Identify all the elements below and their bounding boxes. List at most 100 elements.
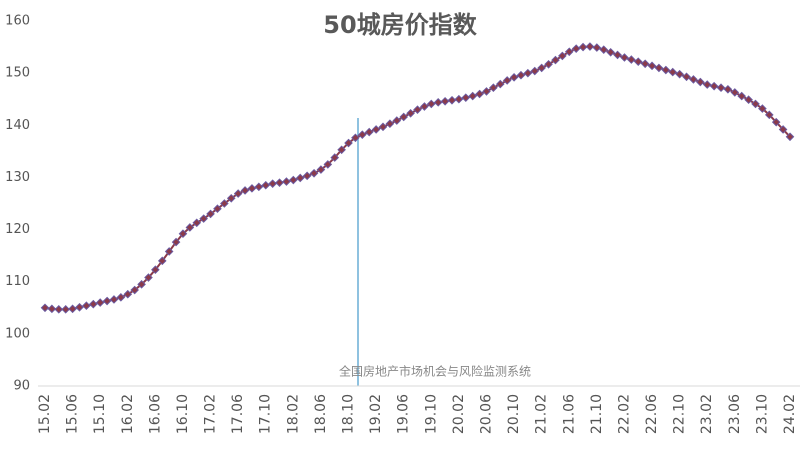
- y-tick-label: 140: [5, 118, 30, 133]
- point: [309, 168, 319, 178]
- point: [578, 42, 588, 52]
- point: [654, 63, 664, 73]
- point: [151, 265, 160, 275]
- x-tick-label: 19.10: [423, 394, 439, 434]
- x-tick-label: 15.10: [92, 394, 108, 434]
- point: [75, 302, 84, 312]
- point: [785, 132, 795, 142]
- y-tick-label: 90: [13, 379, 30, 394]
- point: [537, 63, 546, 73]
- point: [295, 173, 305, 183]
- point: [468, 91, 477, 101]
- point: [682, 72, 691, 82]
- point: [633, 57, 643, 66]
- point: [206, 209, 215, 219]
- y-tick-label: 130: [5, 170, 30, 185]
- chart-title: 50城房价指数: [323, 11, 477, 39]
- y-tick-label: 110: [5, 274, 30, 289]
- point: [751, 99, 760, 109]
- x-tick-label: 16.06: [147, 394, 163, 434]
- point: [737, 91, 747, 101]
- x-tick-label: 20.10: [506, 394, 522, 434]
- x-tick-label: 15.02: [37, 394, 53, 434]
- point: [440, 96, 450, 106]
- point: [523, 68, 533, 78]
- point: [689, 75, 698, 84]
- point: [371, 125, 381, 134]
- point: [164, 247, 174, 256]
- point: [240, 186, 250, 195]
- point: [716, 83, 726, 93]
- point: [178, 229, 188, 239]
- x-tick-label: 23.10: [754, 394, 770, 434]
- point: [696, 77, 705, 87]
- point: [564, 47, 574, 57]
- point: [475, 89, 484, 99]
- point: [399, 112, 409, 122]
- point: [675, 69, 684, 79]
- point: [661, 65, 671, 75]
- y-tick-label: 150: [5, 66, 30, 81]
- x-tick-label: 24.02: [782, 394, 798, 434]
- point: [571, 44, 581, 53]
- point: [447, 95, 457, 105]
- point: [302, 171, 312, 181]
- x-tick-label: 17.02: [203, 394, 219, 434]
- point: [226, 193, 236, 203]
- point: [199, 214, 208, 223]
- point: [123, 289, 133, 299]
- point: [585, 42, 595, 51]
- point: [744, 95, 753, 105]
- point: [316, 165, 326, 174]
- point: [171, 237, 181, 247]
- point: [509, 73, 519, 82]
- point: [758, 104, 767, 113]
- point: [530, 66, 540, 76]
- x-tick-label: 22.02: [616, 394, 632, 434]
- x-tick-label: 23.06: [727, 394, 743, 434]
- point: [413, 105, 422, 114]
- point: [351, 133, 360, 143]
- point: [40, 303, 50, 313]
- point: [461, 93, 471, 102]
- point: [68, 304, 77, 314]
- point: [61, 305, 71, 314]
- point: [647, 61, 657, 71]
- watermark: 全国房地产市场机会与风险监测系统: [339, 364, 531, 379]
- point: [88, 299, 98, 309]
- point: [482, 87, 491, 96]
- point: [551, 55, 560, 65]
- point: [247, 184, 257, 193]
- point: [558, 51, 567, 61]
- point: [392, 116, 402, 125]
- point: [702, 80, 712, 89]
- point: [109, 295, 119, 304]
- point: [144, 273, 153, 282]
- y-tick-label: 100: [5, 326, 30, 341]
- point: [613, 50, 622, 60]
- point: [95, 298, 105, 307]
- point: [592, 43, 602, 52]
- x-tick-label: 18.10: [341, 394, 357, 434]
- x-tick-label: 19.02: [368, 394, 384, 434]
- point: [130, 285, 139, 295]
- point: [358, 130, 367, 139]
- point: [502, 76, 512, 85]
- point: [323, 160, 333, 169]
- point: [426, 99, 436, 109]
- point: [454, 94, 464, 104]
- x-tick-label: 20.02: [451, 394, 467, 434]
- x-tick-label: 16.10: [175, 394, 191, 434]
- point: [771, 117, 781, 127]
- point: [495, 79, 505, 89]
- point: [137, 280, 146, 289]
- point: [289, 175, 298, 185]
- point: [254, 182, 264, 192]
- point: [606, 47, 615, 57]
- x-tick-label: 18.02: [285, 394, 301, 434]
- point: [337, 145, 346, 155]
- y-tick-label: 120: [5, 222, 30, 237]
- x-tick-label: 18.06: [313, 394, 329, 434]
- point: [268, 179, 277, 188]
